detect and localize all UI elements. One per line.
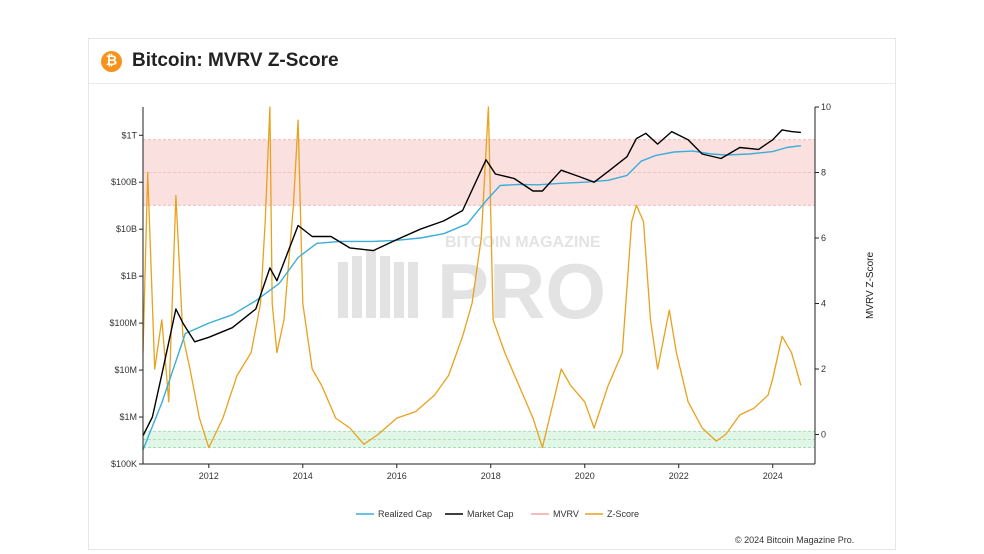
series-layer [142,106,802,451]
chart-header: ₿ Bitcoin: MVRV Z-Score [89,39,895,84]
bands-layer [143,139,815,449]
left-tick-label: $10B [116,224,137,234]
left-tick-label: $1M [119,412,137,422]
watermark: BITCOIN MAGAZINE PRO [338,234,606,335]
chart-title: Bitcoin: MVRV Z-Score [132,50,339,71]
left-tick-label: $100B [111,177,137,187]
z-score-line [142,106,802,449]
legend-label-realized-cap: Realized Cap [378,509,432,519]
right-tick-label: 4 [821,299,826,309]
legend-label-market-cap: Market Cap [467,509,514,519]
x-tick-label: 2022 [669,471,689,481]
bitcoin-icon: ₿ [101,51,122,72]
left-tick-label: $100M [109,318,137,328]
right-tick-label: 10 [821,102,831,112]
right-tick-label: 0 [821,430,826,440]
x-tick-label: 2012 [199,471,219,481]
legend-label-mvrv: MVRV [553,509,579,519]
market-cap-line [142,129,801,437]
realized-cap-line [142,145,801,451]
right-tick-label: 8 [821,168,826,178]
x-tick-label: 2024 [763,471,783,481]
x-tick-label: 2018 [481,471,501,481]
right-tick-label: 6 [821,233,826,243]
watermark-top-text: BITCOIN MAGAZINE [445,234,601,251]
left-tick-label: $1B [121,271,137,281]
x-tick-label: 2016 [387,471,407,481]
legend-label-z-score: Z-Score [607,509,639,519]
right-axis-title: MVRV Z-Score [865,252,876,319]
left-tick-label: $1T [121,130,137,140]
axes-layer: $100K $1M $10M $100M $1B $10B $100B $1T 0 2 4 6 8 10 2… [109,102,876,481]
watermark-logo-icon [338,250,418,318]
left-tick-label: $10M [114,365,137,375]
x-tick-label: 2014 [293,471,313,481]
legend: Realized Cap Market Cap MVRV Z-Score [356,509,639,519]
copyright-text: © 2024 Bitcoin Magazine Pro. [735,535,855,545]
watermark-main-text: PRO [437,247,606,335]
x-tick-label: 2020 [575,471,595,481]
right-tick-label: 2 [821,364,826,374]
left-tick-label: $100K [111,459,137,469]
